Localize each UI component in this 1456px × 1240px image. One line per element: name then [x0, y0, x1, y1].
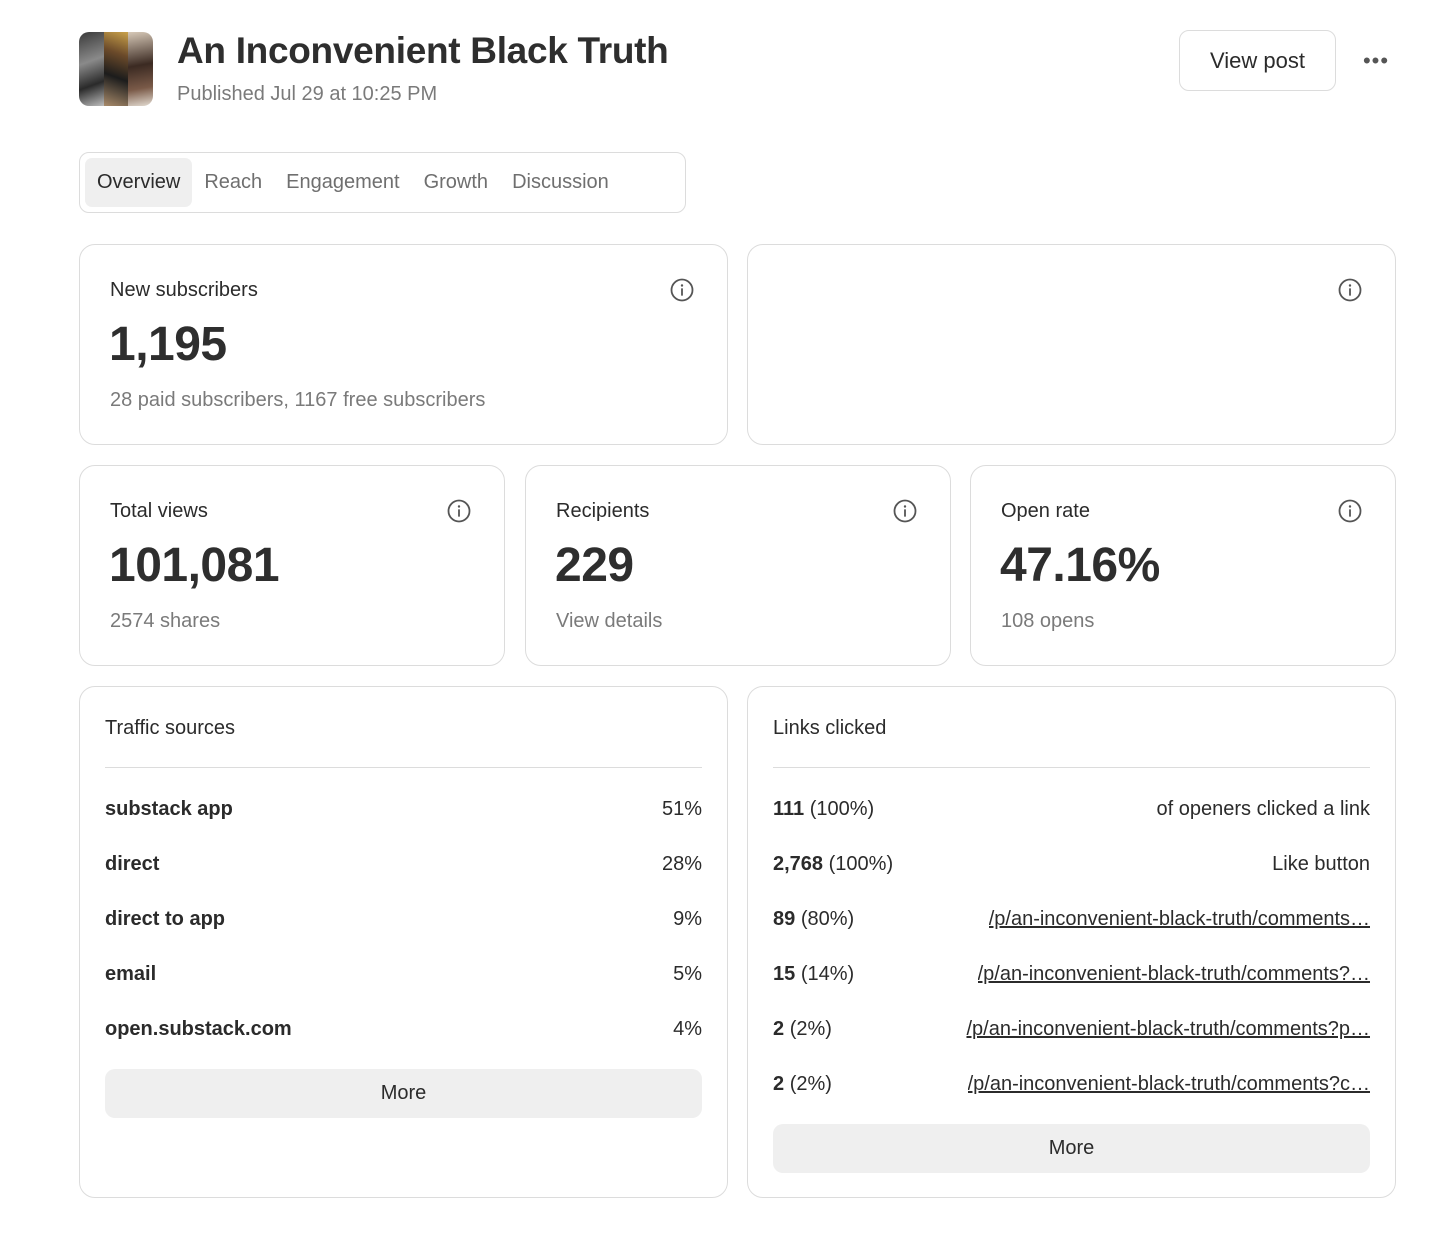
info-icon[interactable]	[1338, 278, 1362, 302]
view-details-link[interactable]: View details	[556, 610, 663, 632]
open-rate-value: 47.16%	[1000, 539, 1160, 592]
click-count: 2 (2%)	[773, 1018, 832, 1040]
traffic-sources-more-button[interactable]: More	[105, 1069, 702, 1118]
traffic-source-percent: 9%	[673, 908, 702, 930]
traffic-source-name: direct to app	[105, 908, 226, 930]
list-item: direct to app 9%	[105, 892, 702, 947]
recipients-label: Recipients	[556, 500, 650, 522]
post-header: An Inconvenient Black Truth Published Ju…	[79, 30, 1396, 110]
list-item: substack app 51%	[105, 782, 702, 837]
click-count: 89 (80%)	[773, 908, 855, 930]
more-horizontal-icon[interactable]: •••	[1362, 48, 1390, 73]
list-item: email 5%	[105, 947, 702, 1002]
tab-bar: Overview Reach Engagement Growth Discuss…	[79, 152, 686, 213]
links-clicked-list: 111 (100%) of openers clicked a link 2,7…	[773, 782, 1370, 1112]
list-item: 15 (14%) /p/an-inconvenient-black-truth/…	[773, 947, 1370, 1002]
tab-discussion[interactable]: Discussion	[512, 171, 609, 193]
link-url[interactable]: /p/an-inconvenient-black-truth/comments?…	[966, 1018, 1370, 1040]
total-views-label: Total views	[110, 500, 208, 522]
open-rate-card: Open rate 47.16% 108 opens	[970, 465, 1396, 666]
info-icon[interactable]	[893, 499, 917, 523]
tab-growth[interactable]: Growth	[423, 171, 489, 193]
traffic-source-name: open.substack.com	[105, 1018, 292, 1040]
info-icon[interactable]	[447, 499, 471, 523]
click-count: 2 (2%)	[773, 1073, 832, 1095]
info-icon[interactable]	[1338, 499, 1362, 523]
traffic-sources-list: substack app 51% direct 28% direct to ap…	[105, 782, 702, 1057]
traffic-source-percent: 4%	[673, 1018, 702, 1040]
open-rate-label: Open rate	[1001, 500, 1090, 522]
link-url[interactable]: /p/an-inconvenient-black-truth/comments?…	[977, 963, 1370, 985]
recipients-card: Recipients 229 View details	[525, 465, 951, 666]
list-item: open.substack.com 4%	[105, 1002, 702, 1057]
empty-metric-card	[747, 244, 1396, 445]
links-clicked-card: Links clicked 111 (100%) of openers clic…	[747, 686, 1396, 1198]
links-clicked-more-button[interactable]: More	[773, 1124, 1370, 1173]
links-clicked-title: Links clicked	[773, 717, 887, 739]
new-subscribers-value: 1,195	[109, 318, 227, 371]
traffic-source-name: substack app	[105, 798, 233, 820]
traffic-sources-title: Traffic sources	[105, 717, 236, 739]
new-subscribers-card: New subscribers 1,195 28 paid subscriber…	[79, 244, 728, 445]
published-date: Published Jul 29 at 10:25 PM	[177, 83, 438, 105]
recipients-value: 229	[555, 539, 634, 592]
traffic-source-percent: 5%	[673, 963, 702, 985]
opens-count: 108 opens	[1001, 610, 1095, 632]
traffic-sources-card: Traffic sources substack app 51% direct …	[79, 686, 728, 1198]
traffic-source-name: direct	[105, 853, 160, 875]
traffic-source-name: email	[105, 963, 157, 985]
tab-overview[interactable]: Overview	[85, 158, 193, 207]
divider	[105, 767, 702, 768]
info-icon[interactable]	[670, 278, 694, 302]
click-count: 2,768 (100%)	[773, 853, 894, 875]
post-thumbnail	[79, 32, 153, 106]
list-item: direct 28%	[105, 837, 702, 892]
new-subscribers-label: New subscribers	[110, 279, 258, 301]
link-url[interactable]: /p/an-inconvenient-black-truth/comments?…	[967, 1073, 1370, 1095]
list-item: 2,768 (100%) Like button	[773, 837, 1370, 892]
total-views-card: Total views 101,081 2574 shares	[79, 465, 505, 666]
traffic-source-percent: 28%	[661, 853, 702, 875]
shares-count: 2574 shares	[110, 610, 221, 632]
tab-reach[interactable]: Reach	[204, 171, 263, 193]
link-target: of openers clicked a link	[1156, 798, 1370, 820]
link-url[interactable]: /p/an-inconvenient-black-truth/comments…	[988, 908, 1370, 930]
divider	[773, 767, 1370, 768]
page-title: An Inconvenient Black Truth	[177, 30, 669, 71]
view-post-button[interactable]: View post	[1179, 30, 1336, 91]
total-views-value: 101,081	[109, 539, 280, 592]
new-subscribers-breakdown: 28 paid subscribers, 1167 free subscribe…	[110, 389, 486, 411]
traffic-source-percent: 51%	[661, 798, 702, 820]
click-count: 111 (100%)	[773, 798, 875, 820]
click-count: 15 (14%)	[773, 963, 855, 985]
link-target: Like button	[1272, 853, 1370, 875]
list-item: 89 (80%) /p/an-inconvenient-black-truth/…	[773, 892, 1370, 947]
list-item: 2 (2%) /p/an-inconvenient-black-truth/co…	[773, 1057, 1370, 1112]
list-item: 111 (100%) of openers clicked a link	[773, 782, 1370, 837]
list-item: 2 (2%) /p/an-inconvenient-black-truth/co…	[773, 1002, 1370, 1057]
tab-engagement[interactable]: Engagement	[286, 171, 400, 193]
